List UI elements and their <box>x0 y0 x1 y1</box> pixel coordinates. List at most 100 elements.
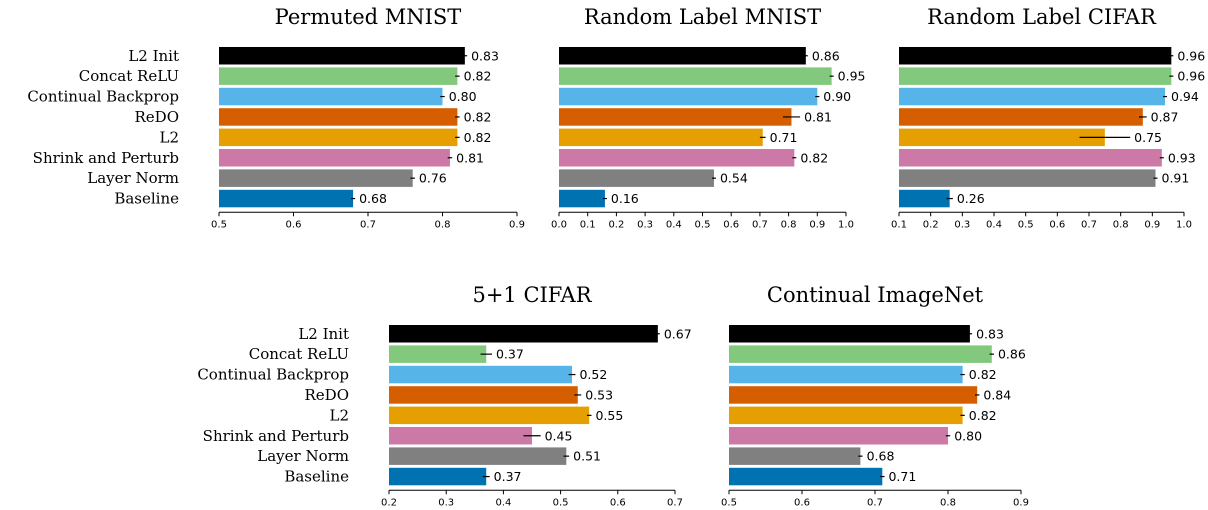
x-tick-label: 0.1 <box>891 219 907 230</box>
value-label-baseline: 0.26 <box>957 191 985 206</box>
bar-l2 <box>389 406 590 425</box>
bar-baseline <box>899 189 950 208</box>
category-label-redo: ReDO <box>305 386 350 404</box>
panel-random-label-mnist: Random Label MNIST0.860.950.900.810.710.… <box>551 5 865 230</box>
panel-5plus1-cifar: 5+1 CIFAR 0.67 L2 Init 0.37 Concat ReLU 0.52 C… <box>197 283 691 508</box>
x-tick-label: 0.4 <box>986 219 1002 230</box>
bar-layer-norm <box>559 169 714 187</box>
category-label-baseline: Baseline <box>284 468 349 486</box>
value-label-redo: 0.87 <box>1151 109 1179 124</box>
x-tick-label: 0.8 <box>781 219 797 230</box>
bar-concat-relu <box>729 345 992 363</box>
category-label-shrink-and-perturb: Shrink and Perturb <box>33 149 179 167</box>
x-tick-label: 0.2 <box>923 219 939 230</box>
category-label-concat-relu: Concat ReLU <box>79 67 179 85</box>
bar-shrink-and-perturb <box>219 149 450 167</box>
x-tick-label: 0.9 <box>1144 219 1160 230</box>
value-label-concat-relu: 0.37 <box>496 347 524 362</box>
value-label-baseline: 0.16 <box>611 191 639 206</box>
bar-l2-init <box>559 47 806 65</box>
value-label-l2-init: 0.83 <box>471 48 499 63</box>
bar-baseline <box>729 467 883 486</box>
bar-l2 <box>559 128 763 147</box>
bar-continual-backprop <box>899 87 1165 106</box>
value-label-redo: 0.53 <box>585 387 613 402</box>
x-tick-label: 0.7 <box>667 497 683 508</box>
x-tick-label: 0.7 <box>867 497 883 508</box>
x-tick-label: 0.9 <box>1013 497 1029 508</box>
value-label-l2-init: 0.96 <box>1177 48 1205 63</box>
x-tick-label: 0.6 <box>286 219 302 230</box>
bar-continual-backprop <box>219 87 443 106</box>
x-tick-label: 0.5 <box>721 497 737 508</box>
x-tick-label: 0.5 <box>1018 219 1034 230</box>
bar-continual-backprop <box>389 365 573 384</box>
x-tick-label: 0.9 <box>509 219 525 230</box>
category-label-layer-norm: Layer Norm <box>257 447 349 465</box>
x-tick-label: 0.7 <box>752 219 768 230</box>
value-label-shrink-and-perturb: 0.45 <box>545 428 573 443</box>
bar-l2-init <box>729 325 970 343</box>
category-label-shrink-and-perturb: Shrink and Perturb <box>203 427 349 445</box>
bar-concat-relu <box>219 67 458 85</box>
bar-redo <box>559 108 792 126</box>
x-tick-label: 0.3 <box>637 219 653 230</box>
bar-l2 <box>899 128 1105 147</box>
bar-shrink-and-perturb <box>729 427 948 445</box>
bar-l2-init <box>389 325 658 343</box>
bar-baseline <box>559 189 605 208</box>
value-label-layer-norm: 0.76 <box>419 171 447 186</box>
category-label-redo: ReDO <box>135 108 180 126</box>
x-tick-label: 1.0 <box>838 219 854 230</box>
bar-l2 <box>729 406 963 425</box>
value-label-redo: 0.81 <box>804 109 832 124</box>
x-tick-label: 0.4 <box>666 219 682 230</box>
x-tick-label: 0.2 <box>381 497 397 508</box>
value-label-baseline: 0.68 <box>359 191 387 206</box>
bar-concat-relu <box>899 67 1172 85</box>
value-label-layer-norm: 0.54 <box>720 171 748 186</box>
bar-layer-norm <box>389 447 567 465</box>
category-label-continual-backprop: Continual Backprop <box>27 88 179 106</box>
panel-random-label-cifar: Random Label CIFAR 0.96 0.96 0.94 0.87 0.75 0.… <box>891 5 1205 230</box>
value-label-l2: 0.75 <box>1134 130 1162 145</box>
chart-title: Continual ImageNet <box>767 283 984 307</box>
value-label-continual-backprop: 0.82 <box>969 367 997 382</box>
bar-l2 <box>219 128 458 147</box>
bar-shrink-and-perturb <box>559 149 795 167</box>
value-label-shrink-and-perturb: 0.93 <box>1168 150 1196 165</box>
x-tick-label: 0.6 <box>794 497 810 508</box>
category-label-l2-init: L2 Init <box>298 325 349 343</box>
x-tick-label: 0.0 <box>551 219 567 230</box>
x-tick-label: 1.0 <box>1176 219 1192 230</box>
value-label-shrink-and-perturb: 0.80 <box>954 428 982 443</box>
value-label-baseline: 0.71 <box>888 469 916 484</box>
bar-concat-relu <box>389 345 487 363</box>
bar-layer-norm <box>729 447 861 465</box>
x-tick-label: 0.9 <box>809 219 825 230</box>
value-label-layer-norm: 0.91 <box>1162 171 1190 186</box>
x-tick-label: 0.3 <box>954 219 970 230</box>
x-tick-label: 0.6 <box>610 497 626 508</box>
x-tick-label: 0.7 <box>1081 219 1097 230</box>
x-tick-label: 0.5 <box>211 219 227 230</box>
chart-title: Random Label CIFAR <box>927 5 1157 29</box>
value-label-concat-relu: 0.96 <box>1177 69 1205 84</box>
category-label-baseline: Baseline <box>114 190 179 208</box>
x-tick-label: 0.2 <box>608 219 624 230</box>
chart-title: 5+1 CIFAR <box>472 283 592 307</box>
bar-shrink-and-perturb <box>899 149 1162 167</box>
bar-layer-norm <box>899 169 1156 187</box>
value-label-shrink-and-perturb: 0.82 <box>800 150 828 165</box>
bar-concat-relu <box>559 67 832 85</box>
bar-continual-backprop <box>729 365 963 384</box>
value-label-shrink-and-perturb: 0.81 <box>456 150 484 165</box>
value-label-l2: 0.71 <box>770 130 798 145</box>
category-label-layer-norm: Layer Norm <box>87 169 179 187</box>
value-label-redo: 0.82 <box>464 109 492 124</box>
bar-shrink-and-perturb <box>389 427 532 445</box>
x-tick-label: 0.3 <box>438 497 454 508</box>
bar-baseline <box>389 467 487 486</box>
value-label-concat-relu: 0.82 <box>464 69 492 84</box>
category-label-l2: L2 <box>329 406 349 424</box>
